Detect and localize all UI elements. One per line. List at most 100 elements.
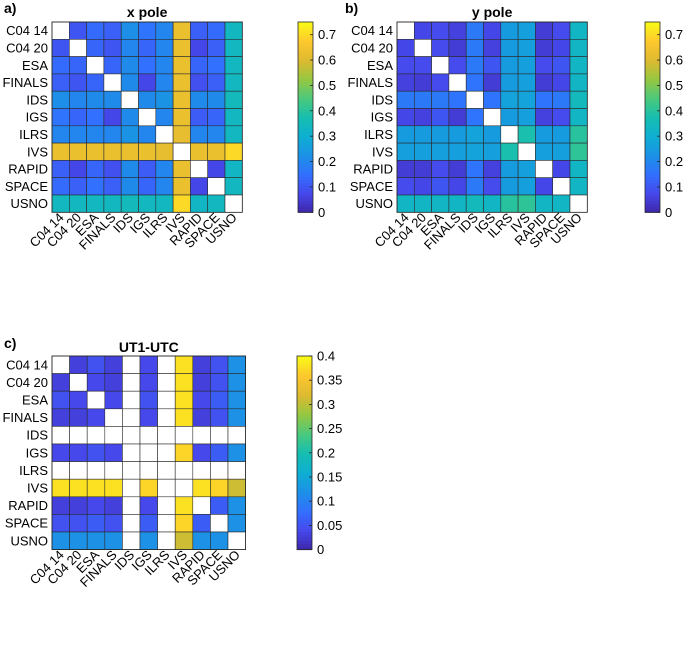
colorbar-segment [298, 54, 313, 59]
heatmap-cell [192, 478, 211, 498]
heatmap-cell [86, 390, 106, 410]
colorbar-segment [297, 422, 312, 427]
heatmap-cell [483, 160, 502, 178]
colorbar-tick-label: 0.6 [318, 53, 336, 68]
heatmap-cell [517, 90, 536, 109]
heatmap-cell [413, 56, 432, 75]
heatmap-cell [552, 38, 571, 57]
heatmap-cell [207, 90, 226, 109]
heatmap-cell [552, 125, 571, 144]
colorbar-segment [298, 78, 313, 82]
colorbar-segment [298, 206, 313, 210]
heatmap-cell [552, 73, 571, 92]
colorbar-tick-label: 0.3 [665, 129, 683, 144]
colorbar-segment [297, 461, 312, 466]
heatmap-cell [104, 531, 123, 550]
heatmap-cell [172, 21, 191, 40]
y-tick-label: USNO [10, 533, 48, 548]
colorbar-segment [645, 78, 660, 82]
heatmap-cell [192, 355, 211, 374]
colorbar-segment [645, 54, 660, 59]
heatmap-cell [104, 408, 123, 427]
heatmap-cell [138, 160, 157, 178]
heatmap-cell [224, 194, 243, 213]
heatmap-cell [431, 56, 450, 75]
heatmap-cell [190, 194, 208, 213]
colorbar-tick-label: 0.7 [665, 27, 683, 42]
heatmap-cell [51, 21, 70, 40]
heatmap-cell [207, 194, 226, 213]
heatmap-cell [103, 108, 122, 127]
colorbar-segment [645, 75, 660, 79]
heatmap-cell [227, 443, 246, 462]
y-tick-label: C04 14 [6, 357, 48, 372]
colorbar-segment [298, 200, 313, 204]
heatmap-cell [207, 142, 226, 161]
y-tick-label: FINALS [2, 410, 48, 425]
heatmap-cell [465, 125, 484, 144]
colorbar-tick-label: 0.7 [318, 27, 336, 42]
heatmap-cell [69, 355, 88, 374]
heatmap-cell [155, 56, 174, 75]
colorbar-tick-label: 0.1 [318, 179, 336, 194]
heatmap-cell [224, 142, 243, 161]
heatmap-cell [500, 21, 519, 40]
colorbar-segment [645, 179, 660, 184]
colorbar-segment [298, 161, 313, 166]
heatmap-cell [120, 194, 139, 213]
y-tick-label: IDS [371, 92, 393, 107]
colorbar-segment [645, 39, 660, 44]
colorbar-segment [297, 407, 312, 411]
colorbar-segment [298, 75, 313, 79]
y-tick-label: ILRS [364, 127, 393, 142]
heatmap-cell [396, 38, 415, 57]
heatmap-cell [172, 90, 191, 109]
heatmap-cell [192, 426, 211, 445]
colorbar-tick-label: 0 [317, 542, 324, 557]
heatmap-cell [139, 496, 158, 515]
y-tick-label: C04 20 [351, 40, 393, 55]
heatmap-cell [86, 108, 105, 127]
panel-label: c) [4, 335, 16, 351]
colorbar-segment [298, 140, 313, 145]
heatmap-cell [138, 73, 157, 92]
colorbar-segment [298, 203, 313, 207]
heatmap-cell [157, 408, 176, 427]
heatmap-cell [500, 177, 519, 196]
heatmap-cell [431, 142, 450, 161]
y-tick-label: SPACE [5, 179, 48, 194]
heatmap-cell [535, 90, 554, 109]
colorbar-segment [297, 510, 312, 514]
heatmap-cell [569, 108, 588, 127]
colorbar-segment [645, 146, 660, 151]
colorbar-segment [645, 84, 660, 88]
colorbar-segment [297, 477, 312, 481]
heatmap-cell [535, 177, 554, 196]
colorbar-segment [297, 386, 312, 390]
colorbar-tick-label: 0.15 [317, 470, 342, 485]
colorbar-segment [297, 434, 312, 439]
y-tick-label: IVS [27, 481, 48, 496]
heatmap-cell [69, 38, 87, 57]
heatmap-cell [69, 461, 88, 480]
heatmap-cell [157, 514, 176, 533]
heatmap-cell [500, 38, 519, 57]
heatmap-cell [431, 125, 450, 144]
y-tick-label: IDS [26, 428, 48, 443]
colorbar-segment [645, 200, 660, 204]
heatmap-cell [51, 478, 70, 498]
colorbar-segment [297, 431, 312, 436]
heatmap-cell [483, 56, 502, 75]
y-tick-label: C04 14 [6, 23, 48, 38]
heatmap-cell [431, 73, 450, 92]
colorbar-segment [297, 428, 312, 433]
heatmap-cell [413, 160, 432, 178]
heatmap-cell [413, 194, 432, 213]
heatmap-cell [483, 177, 502, 196]
y-tick-label: C04 14 [351, 23, 393, 38]
heatmap-cell [431, 21, 450, 40]
colorbar-segment [298, 137, 313, 142]
heatmap-cell [157, 373, 176, 392]
colorbar-segment [298, 87, 313, 91]
heatmap-cell [396, 142, 415, 161]
